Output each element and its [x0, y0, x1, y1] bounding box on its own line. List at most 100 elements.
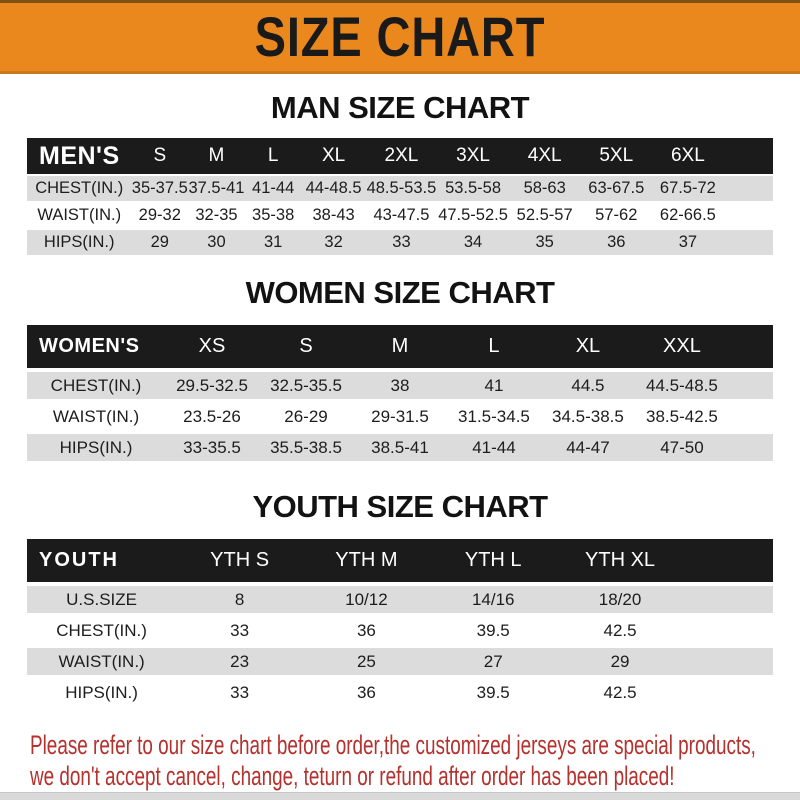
page-title: SIZE CHART	[254, 5, 546, 68]
spacer-cell	[683, 617, 773, 644]
size-value-cell: 37	[652, 230, 724, 255]
column-header-cell: YTH M	[303, 539, 430, 582]
spacer-cell	[728, 325, 773, 368]
size-value-cell: 29-32	[131, 203, 189, 228]
column-header-cell: YTH XL	[556, 539, 684, 582]
men-waist-row: WAIST(IN.) 29-32 32-35 35-38 38-43 43-47…	[27, 203, 773, 228]
size-value-cell: 10/12	[303, 586, 430, 613]
women-section-heading: WOMEN SIZE CHART	[245, 275, 555, 310]
youth-waist-row: WAIST(IN.) 23 25 27 29	[27, 648, 773, 675]
column-header-cell: XL	[540, 325, 635, 368]
size-chart-banner: SIZE CHART	[0, 0, 800, 74]
size-value-cell: 44.5-48.5	[634, 372, 729, 399]
youth-hips-row: HIPS(IN.) 33 36 39.5 42.5	[27, 679, 773, 706]
column-header-cell: XS	[165, 325, 259, 368]
row-label-cell: HIPS(IN.)	[27, 679, 177, 706]
size-value-cell: 48.5-53.5	[365, 176, 438, 201]
size-value-cell: 35-38	[244, 203, 302, 228]
size-value-cell: 43-47.5	[365, 203, 438, 228]
column-header-cell: M	[188, 138, 245, 174]
size-value-cell: 37.5-41	[188, 176, 245, 201]
size-value-cell: 41-44	[244, 176, 302, 201]
men-section-heading: MAN SIZE CHART	[270, 90, 530, 125]
row-label-cell: WAIST(IN.)	[27, 648, 177, 675]
size-value-cell: 23	[176, 648, 303, 675]
column-header-cell: XL	[301, 138, 366, 174]
size-value-cell: 41	[446, 372, 541, 399]
size-value-cell: 42.5	[556, 617, 684, 644]
row-label-cell: WAIST(IN.)	[27, 203, 132, 228]
column-header-cell: 5XL	[580, 138, 653, 174]
size-value-cell: 30	[188, 230, 245, 255]
spacer-cell	[723, 138, 773, 174]
youth-chest-row: CHEST(IN.) 33 36 39.5 42.5	[27, 617, 773, 644]
size-value-cell: 31.5-34.5	[446, 403, 541, 430]
men-hips-row: HIPS(IN.) 29 30 31 32 33 34 35 36 37	[27, 230, 773, 255]
column-header-cell: YTH S	[176, 539, 303, 582]
size-value-cell: 33	[176, 679, 303, 706]
size-value-cell: 44-47	[540, 434, 635, 461]
size-value-cell: 32	[301, 230, 366, 255]
size-value-cell: 38-43	[301, 203, 366, 228]
size-value-cell: 31	[244, 230, 302, 255]
size-value-cell: 62-66.5	[652, 203, 724, 228]
size-value-cell: 47.5-52.5	[437, 203, 509, 228]
size-value-cell: 33-35.5	[165, 434, 259, 461]
column-header-cell: 2XL	[365, 138, 438, 174]
spacer-cell	[723, 230, 773, 255]
column-header-cell: L	[244, 138, 302, 174]
size-value-cell: 29	[131, 230, 189, 255]
size-value-cell: 58-63	[508, 176, 581, 201]
size-value-cell: 38.5-42.5	[634, 403, 729, 430]
size-value-cell: 23.5-26	[165, 403, 259, 430]
footer-disclaimer: Please refer to our size chart before or…	[30, 730, 800, 792]
column-header-cell: S	[259, 325, 353, 368]
size-value-cell: 18/20	[556, 586, 684, 613]
spacer-cell	[728, 434, 773, 461]
size-value-cell: 63-67.5	[580, 176, 653, 201]
column-header-cell: 4XL	[508, 138, 581, 174]
column-header-cell: M	[352, 325, 447, 368]
youth-group-label: YOUTH	[27, 539, 177, 582]
size-value-cell: 33	[365, 230, 438, 255]
size-value-cell: 8	[176, 586, 303, 613]
column-header-cell: L	[446, 325, 541, 368]
size-value-cell: 29.5-32.5	[165, 372, 259, 399]
row-label-cell: CHEST(IN.)	[27, 372, 166, 399]
size-value-cell: 35	[508, 230, 581, 255]
disclaimer-line-2: we don't accept cancel, change, teturn o…	[30, 761, 675, 791]
youth-size-table: YOUTH YTH S YTH M YTH L YTH XL U.S.SIZE …	[27, 535, 773, 710]
row-label-cell: CHEST(IN.)	[27, 176, 132, 201]
size-value-cell: 34	[437, 230, 509, 255]
size-value-cell: 29	[556, 648, 684, 675]
size-value-cell: 32.5-35.5	[259, 372, 353, 399]
size-value-cell: 36	[303, 617, 430, 644]
column-header-cell: 6XL	[652, 138, 724, 174]
disclaimer-line-1: Please refer to our size chart before or…	[30, 730, 756, 760]
size-value-cell: 14/16	[429, 586, 557, 613]
column-header-cell: XXL	[634, 325, 729, 368]
row-label-cell: HIPS(IN.)	[27, 230, 132, 255]
size-value-cell: 47-50	[634, 434, 729, 461]
column-header-cell: S	[131, 138, 189, 174]
size-value-cell: 39.5	[429, 679, 557, 706]
size-value-cell: 35-37.5	[131, 176, 189, 201]
youth-header-row: YOUTH YTH S YTH M YTH L YTH XL	[27, 539, 773, 582]
row-label-cell: U.S.SIZE	[27, 586, 177, 613]
size-value-cell: 36	[580, 230, 653, 255]
men-chest-row: CHEST(IN.) 35-37.5 37.5-41 41-44 44-48.5…	[27, 176, 773, 201]
spacer-cell	[683, 586, 773, 613]
size-value-cell: 57-62	[580, 203, 653, 228]
row-label-cell: WAIST(IN.)	[27, 403, 166, 430]
size-value-cell: 27	[429, 648, 557, 675]
size-value-cell: 42.5	[556, 679, 684, 706]
size-value-cell: 52.5-57	[508, 203, 581, 228]
youth-ussize-row: U.S.SIZE 8 10/12 14/16 18/20	[27, 586, 773, 613]
women-waist-row: WAIST(IN.) 23.5-26 26-29 29-31.5 31.5-34…	[27, 403, 773, 430]
women-chest-row: CHEST(IN.) 29.5-32.5 32.5-35.5 38 41 44.…	[27, 372, 773, 399]
size-value-cell: 33	[176, 617, 303, 644]
size-value-cell: 29-31.5	[352, 403, 447, 430]
bottom-edge-strip	[0, 792, 800, 800]
size-value-cell: 38.5-41	[352, 434, 447, 461]
size-value-cell: 36	[303, 679, 430, 706]
